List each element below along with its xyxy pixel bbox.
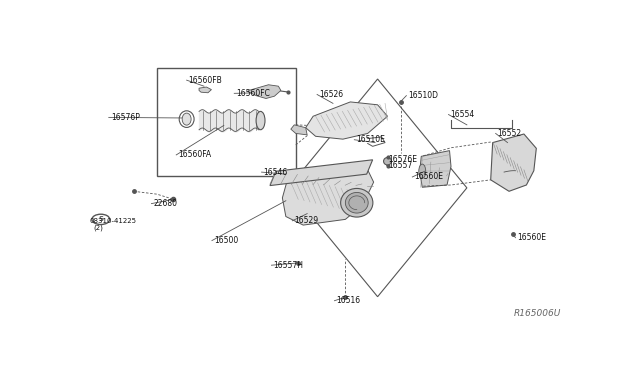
Polygon shape xyxy=(306,102,388,139)
Text: 16560E: 16560E xyxy=(518,233,547,242)
Text: 16557H: 16557H xyxy=(273,261,303,270)
Polygon shape xyxy=(420,151,451,187)
Text: S: S xyxy=(99,217,103,222)
Text: 16510D: 16510D xyxy=(408,91,438,100)
Text: (2): (2) xyxy=(93,224,103,231)
Text: 08310-41225: 08310-41225 xyxy=(90,218,137,224)
Text: 16576E: 16576E xyxy=(388,155,417,164)
Text: 16576P: 16576P xyxy=(111,113,140,122)
Text: 16500: 16500 xyxy=(214,236,238,245)
Polygon shape xyxy=(491,134,536,191)
Polygon shape xyxy=(282,168,374,225)
Text: 16552: 16552 xyxy=(498,129,522,138)
Bar xyxy=(157,68,296,176)
Text: 16529: 16529 xyxy=(294,216,318,225)
Text: 16554: 16554 xyxy=(451,110,475,119)
Ellipse shape xyxy=(340,189,373,217)
Text: R165006U: R165006U xyxy=(514,309,561,318)
Text: 16557: 16557 xyxy=(388,161,413,170)
Ellipse shape xyxy=(182,113,191,125)
Ellipse shape xyxy=(256,111,265,130)
Text: 16560FA: 16560FA xyxy=(178,150,211,160)
Polygon shape xyxy=(199,87,211,93)
Circle shape xyxy=(92,214,110,225)
Text: 16560FB: 16560FB xyxy=(189,76,222,85)
Text: 16560FC: 16560FC xyxy=(236,89,270,98)
Text: 16510E: 16510E xyxy=(356,135,385,144)
Polygon shape xyxy=(249,85,281,99)
Ellipse shape xyxy=(419,164,426,179)
Text: 16516: 16516 xyxy=(337,296,360,305)
Ellipse shape xyxy=(346,192,368,213)
Polygon shape xyxy=(270,160,372,186)
Text: 22680: 22680 xyxy=(154,199,177,208)
Text: 16560E: 16560E xyxy=(414,173,444,182)
Ellipse shape xyxy=(383,157,392,165)
Text: 16526: 16526 xyxy=(319,90,343,99)
Polygon shape xyxy=(291,125,307,135)
Text: 16546: 16546 xyxy=(264,168,288,177)
